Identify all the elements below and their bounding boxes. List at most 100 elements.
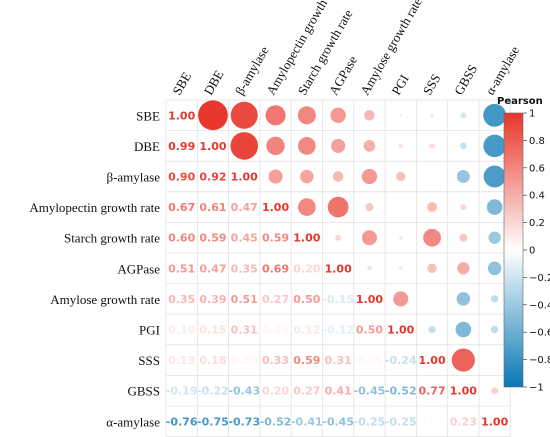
correlation-circle: [399, 205, 402, 209]
correlation-circle: [266, 136, 285, 156]
correlation-circle: [363, 140, 376, 152]
correlation-value: -0.76: [166, 415, 198, 428]
row-label: GBSS: [127, 384, 160, 399]
legend-tick-label: 0: [529, 246, 535, 257]
legend-title: Pearson: [497, 96, 543, 107]
correlation-value: -0.25: [354, 415, 386, 428]
correlation-circle: [361, 230, 377, 246]
correlation-value: 0.39: [199, 293, 226, 306]
correlation-value: -0.19: [166, 385, 198, 398]
correlation-value: -0.52: [260, 415, 292, 428]
row-label: SSS: [138, 353, 160, 368]
column-label: AGPase: [326, 53, 360, 98]
row-label: Amylopectin growth rate: [29, 200, 160, 215]
correlation-value: -0.24: [385, 354, 417, 367]
column-label: Amylose growth rate: [357, 0, 425, 97]
row-label: DBE: [134, 139, 160, 154]
correlation-circle: [428, 325, 436, 334]
correlation-value: 0.92: [199, 171, 226, 184]
correlation-value: 0.50: [356, 324, 383, 337]
correlation-value: -0.73: [228, 415, 260, 428]
correlation-value: 0.27: [293, 385, 320, 398]
correlation-circle: [332, 171, 344, 182]
correlation-circle: [460, 112, 467, 119]
correlation-value: 0.10: [168, 324, 195, 337]
correlation-circle: [423, 228, 441, 247]
correlation-circle: [490, 295, 499, 303]
color-legend: Pearson 1 0.8 0.6 0.4 0.2 0 −0.2 −0.4 −0.6 −0.8 −1: [497, 96, 550, 394]
legend-tick-label: −0.8: [529, 355, 550, 366]
correlation-circle: [487, 261, 502, 276]
correlation-value: 0.60: [168, 232, 195, 245]
correlation-value: 0.41: [325, 385, 352, 398]
correlation-circle: [460, 204, 467, 211]
correlation-value: 0.35: [168, 293, 195, 306]
correlation-value: 1.00: [231, 171, 258, 184]
legend-tick-label: 1: [529, 109, 535, 120]
legend-tick-label: −1: [529, 383, 544, 394]
correlation-circle: [427, 202, 438, 213]
correlation-value: 1.00: [450, 385, 477, 398]
correlation-value: 0.59: [293, 354, 320, 367]
legend-tick-label: 0.2: [529, 218, 545, 229]
correlation-value: 0.05: [262, 324, 289, 337]
correlation-value: 1.00: [325, 262, 352, 275]
correlation-circle: [393, 291, 409, 307]
correlation-value: -0.25: [385, 415, 417, 428]
correlation-value: 1.00: [418, 354, 445, 367]
correlation-circle: [268, 169, 283, 184]
correlation-value: 0.12: [293, 324, 320, 337]
correlation-value: 0.27: [262, 293, 289, 306]
legend-tick-label: 0.8: [529, 136, 545, 147]
row-label: SBE: [136, 108, 160, 123]
correlation-value: 1.00: [293, 232, 320, 245]
correlation-value: 0.50: [293, 293, 320, 306]
correlation-circle: [427, 263, 437, 273]
correlation-value: 0.35: [231, 262, 258, 275]
correlation-value: 0.90: [168, 171, 195, 184]
correlation-circle: [490, 325, 499, 334]
row-label: Starch growth rate: [64, 231, 160, 246]
correlation-value: 0.51: [231, 293, 258, 306]
correlation-circle: [488, 231, 501, 244]
correlation-value: 0.77: [418, 385, 445, 398]
correlation-circle: [265, 105, 286, 126]
correlation-circle: [486, 199, 503, 215]
legend-tick-label: −0.4: [529, 300, 550, 311]
column-label: DBE: [201, 67, 227, 97]
correlation-circle: [430, 297, 434, 301]
column-label: SBE: [169, 69, 194, 97]
correlation-value: 1.00: [481, 415, 508, 428]
correlation-value: 0.15: [199, 324, 226, 337]
correlation-value: -0.22: [197, 385, 229, 398]
correlation-circle: [327, 196, 349, 218]
correlation-circle: [398, 235, 403, 240]
correlation-value: 0.47: [231, 201, 258, 214]
correlation-circle: [398, 143, 404, 149]
correlation-circle: [365, 203, 374, 212]
correlation-circle: [430, 175, 434, 178]
correlation-circle: [456, 170, 470, 183]
correlation-value: 0.99: [168, 140, 195, 153]
correlation-circle: [297, 137, 316, 155]
correlation-value: 0.20: [262, 385, 289, 398]
correlation-circle: [451, 348, 475, 372]
correlation-value: 0.67: [168, 201, 195, 214]
correlation-value: 0.13: [168, 354, 195, 367]
correlation-value: 0.05: [231, 354, 258, 367]
correlation-value: 0.31: [325, 354, 352, 367]
column-label: SSS: [420, 71, 444, 97]
correlation-circle: [491, 387, 499, 395]
correlation-circle: [297, 106, 316, 125]
correlation-value: 0.02: [418, 415, 445, 428]
correlation-circle: [456, 292, 471, 306]
correlation-value: 0.69: [262, 262, 289, 275]
correlation-value: -0.75: [197, 415, 229, 428]
correlation-value: 0.05: [356, 354, 383, 367]
column-label: GBSS: [451, 62, 480, 98]
correlation-circle: [396, 171, 406, 182]
correlation-circle: [331, 138, 346, 153]
correlation-circle: [297, 198, 316, 216]
correlation-circle: [230, 101, 258, 129]
